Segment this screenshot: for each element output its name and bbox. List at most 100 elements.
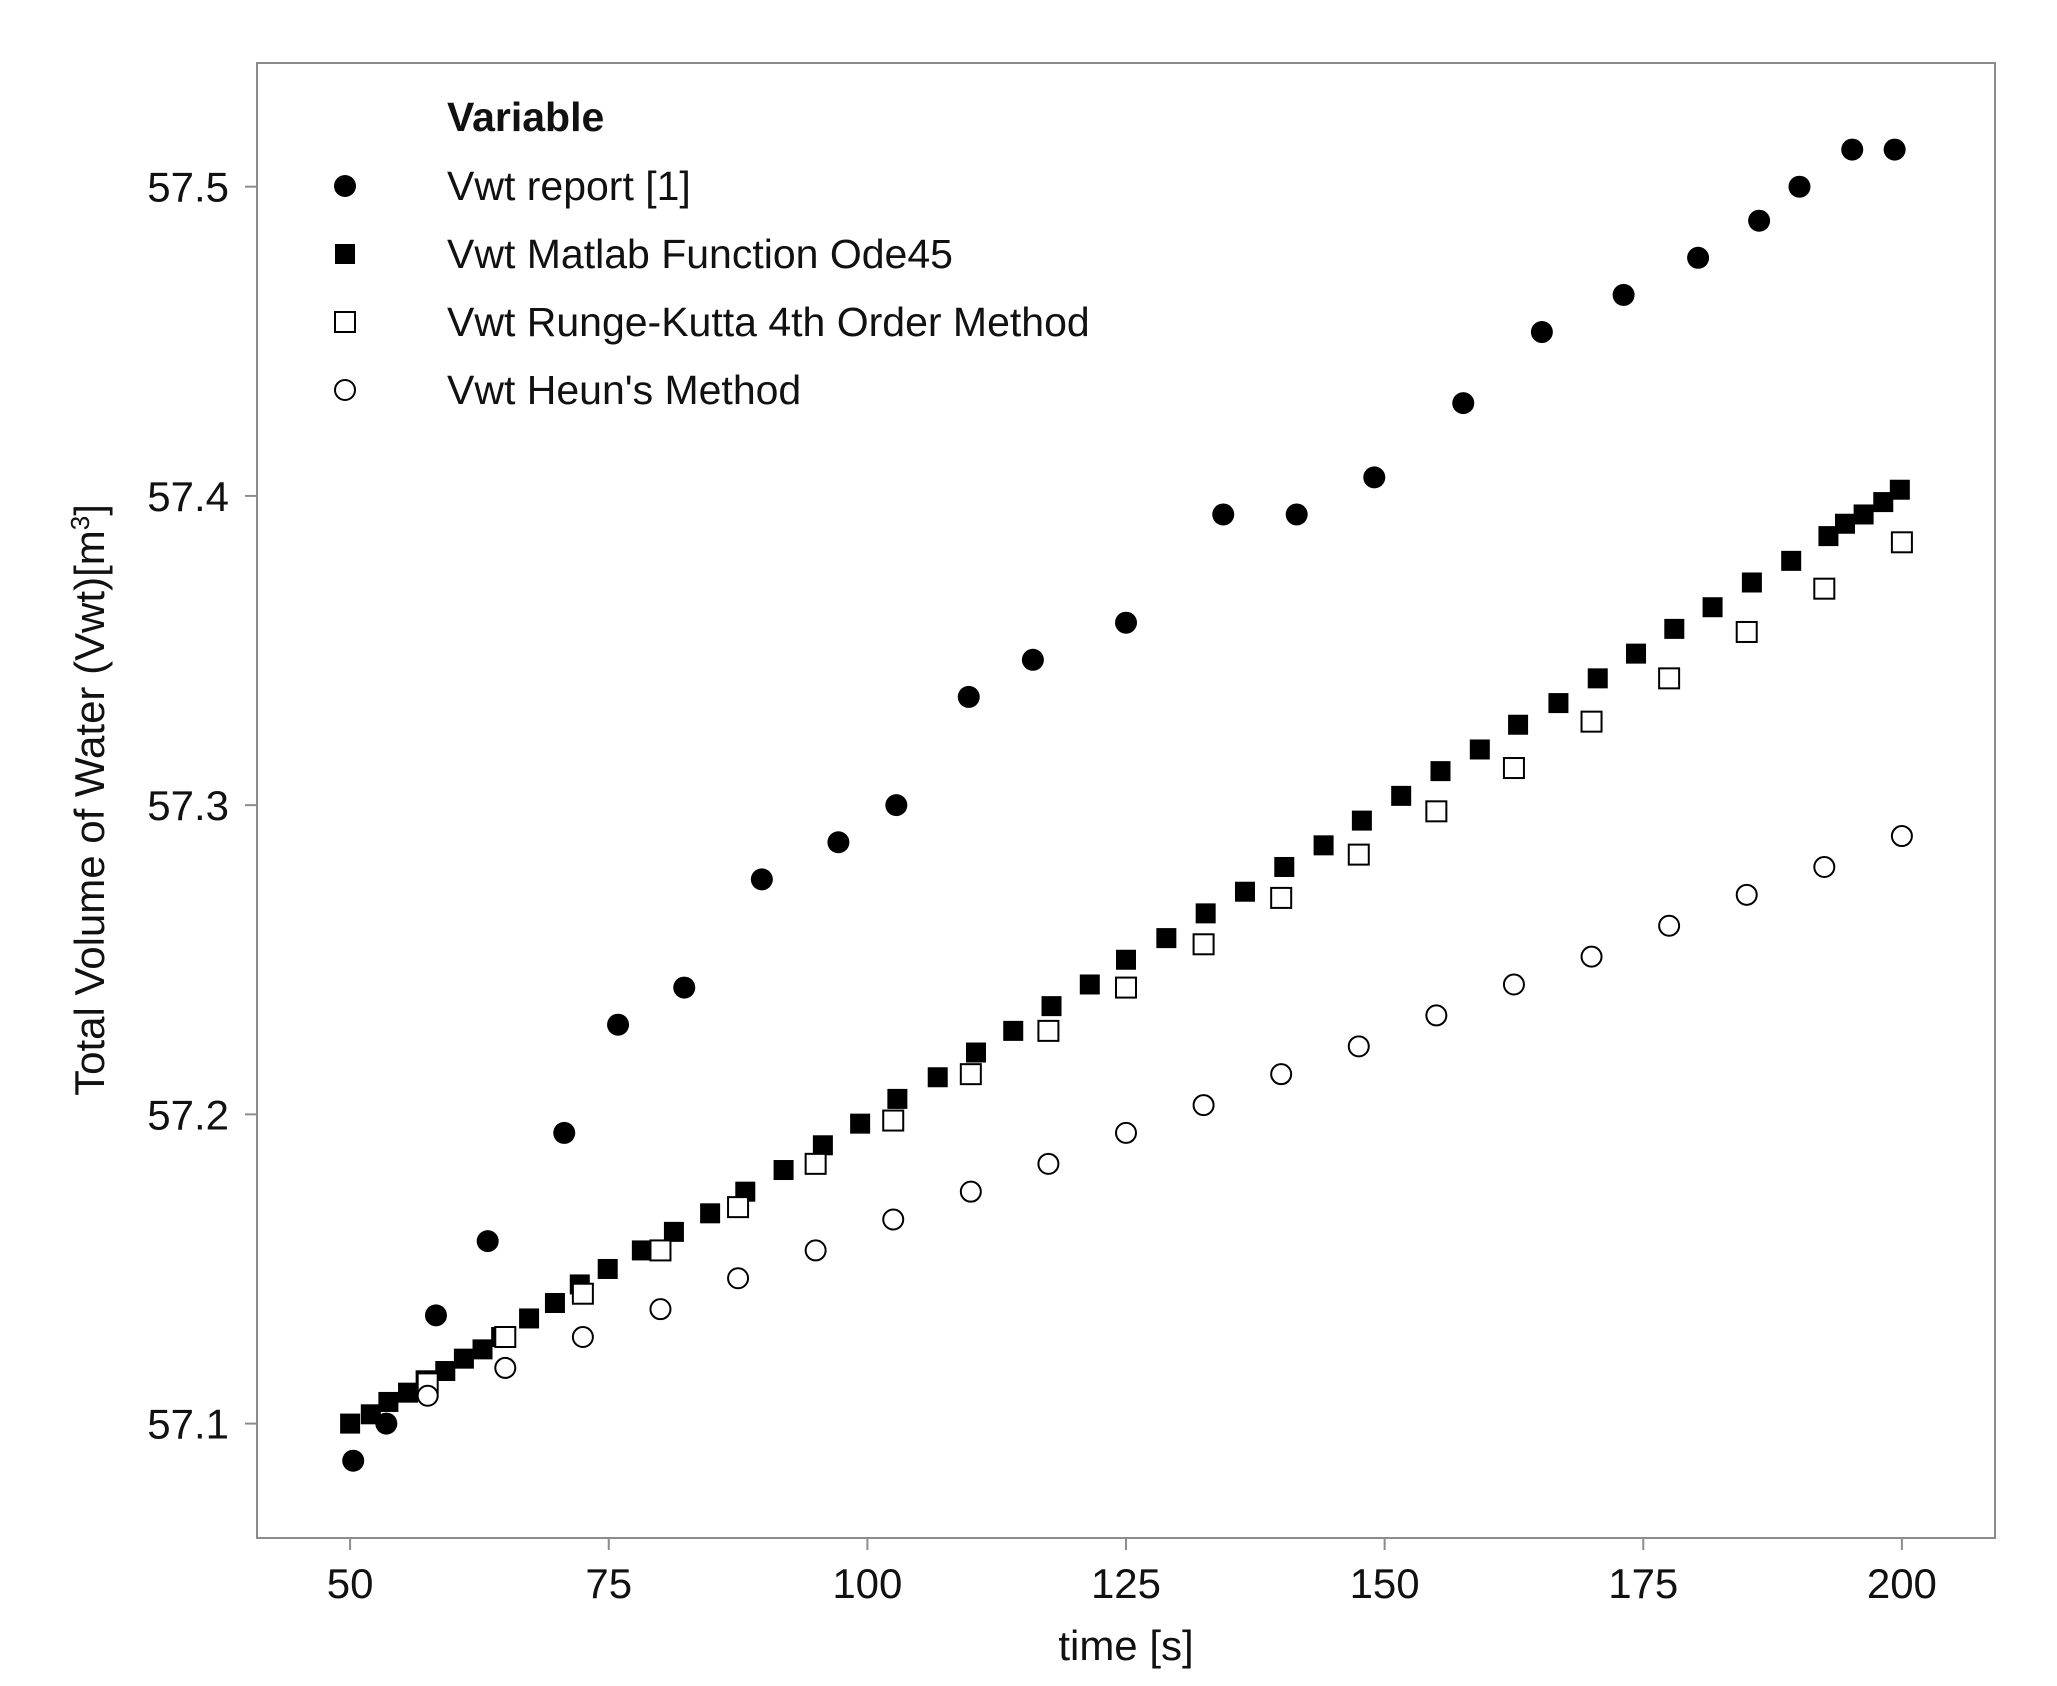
data-point-ode45	[1079, 974, 1100, 995]
x-tick-label: 200	[1867, 1560, 1937, 1607]
data-point-ode45	[1889, 479, 1910, 500]
data-point-heun	[882, 1208, 905, 1231]
data-point-heun	[1735, 883, 1758, 906]
x-axis: 50 75 100 125 150 175 200	[327, 1538, 1937, 1607]
data-point-ode45	[700, 1203, 721, 1224]
data-point-vwt-report	[957, 685, 980, 708]
y-axis-title-end: ]	[66, 504, 113, 516]
data-point-ode45	[927, 1067, 948, 1088]
data-point-rk4	[1425, 800, 1448, 823]
data-point-ode45	[1041, 996, 1062, 1017]
data-point-rk4	[959, 1063, 982, 1086]
data-point-heun	[649, 1298, 672, 1321]
data-point-ode45	[340, 1413, 361, 1434]
data-point-vwt-report	[885, 794, 908, 817]
data-point-ode45	[1195, 903, 1216, 924]
data-point-ode45	[965, 1042, 986, 1063]
data-point-vwt-report	[375, 1412, 398, 1435]
data-point-vwt-report	[1841, 138, 1864, 161]
data-point-rk4	[1037, 1019, 1060, 1042]
data-point-heun	[727, 1267, 750, 1290]
data-point-ode45	[597, 1258, 618, 1279]
x-tick-label: 50	[327, 1560, 374, 1607]
data-point-ode45	[1834, 513, 1855, 534]
data-point-ode45	[1313, 835, 1334, 856]
data-point-heun	[494, 1356, 517, 1379]
data-point-ode45	[1818, 526, 1839, 547]
data-point-ode45	[631, 1240, 652, 1261]
data-point-ode45	[1587, 668, 1608, 689]
y-tick-label: 57.2	[147, 1091, 229, 1138]
data-point-vwt-report	[1021, 648, 1044, 671]
legend-label-heun: Vwt Heun's Method	[447, 367, 801, 413]
data-point-heun	[959, 1180, 982, 1203]
data-point-rk4	[1347, 843, 1370, 866]
data-point-vwt-report	[1452, 392, 1475, 415]
data-point-vwt-report	[1612, 283, 1635, 306]
legend-marker-ode45	[335, 244, 355, 264]
data-point-ode45	[1430, 761, 1451, 782]
series-vwt-report	[342, 138, 1906, 1472]
data-point-vwt-report	[673, 976, 696, 999]
x-tick-label: 75	[585, 1560, 632, 1607]
data-point-ode45	[812, 1135, 833, 1156]
data-point-ode45	[398, 1382, 419, 1403]
data-point-ode45	[519, 1308, 540, 1329]
data-point-ode45	[663, 1221, 684, 1242]
y-tick-label: 57.5	[147, 164, 229, 211]
data-point-ode45	[1469, 739, 1490, 760]
y-tick-label: 57.4	[147, 473, 229, 520]
data-point-ode45	[435, 1361, 456, 1382]
legend-marker-heun	[334, 379, 356, 401]
plot-frame	[256, 62, 1996, 1539]
data-point-heun	[1037, 1152, 1060, 1175]
data-point-heun	[1425, 1004, 1448, 1027]
data-point-vwt-report	[342, 1449, 365, 1472]
data-point-rk4	[804, 1152, 827, 1175]
data-point-vwt-report	[1285, 503, 1308, 526]
legend-label-ode45: Vwt Matlab Function Ode45	[447, 231, 953, 277]
data-point-heun	[804, 1239, 827, 1262]
x-tick-label: 125	[1091, 1560, 1161, 1607]
data-point-heun	[1502, 973, 1525, 996]
legend-marker-rk4	[334, 311, 356, 333]
data-point-vwt-report	[476, 1230, 499, 1253]
data-point-vwt-report	[1883, 138, 1906, 161]
data-point-ode45	[850, 1113, 871, 1134]
data-point-ode45	[1508, 714, 1529, 735]
y-axis-title-main: Total Volume of Water (Vwt)[m	[66, 530, 113, 1096]
data-point-ode45	[1234, 881, 1255, 902]
series-heun	[416, 825, 1913, 1407]
data-point-ode45	[1626, 643, 1647, 664]
data-point-ode45	[544, 1292, 565, 1313]
y-axis: 57.1 57.2 57.3 57.4 57.5	[147, 164, 257, 1448]
x-tick-label: 100	[832, 1560, 902, 1607]
series-rk4	[416, 531, 1913, 1395]
data-point-ode45	[1116, 949, 1136, 970]
x-axis-title: time [s]	[1058, 1622, 1193, 1669]
data-point-vwt-report	[553, 1121, 576, 1144]
data-point-ode45	[1873, 492, 1894, 513]
data-point-rk4	[882, 1109, 905, 1132]
y-tick-label: 57.3	[147, 782, 229, 829]
data-point-rk4	[1890, 531, 1913, 554]
x-tick-label: 175	[1608, 1560, 1678, 1607]
data-point-heun	[571, 1326, 594, 1349]
data-point-heun	[1347, 1035, 1370, 1058]
data-point-ode45	[1548, 693, 1569, 714]
data-point-vwt-report	[424, 1304, 447, 1327]
data-point-ode45	[378, 1391, 399, 1412]
y-axis-title: Total Volume of Water (Vwt)[m3]	[65, 504, 113, 1096]
data-point-vwt-report	[1115, 611, 1137, 634]
y-tick-label: 57.1	[147, 1401, 229, 1448]
data-point-ode45	[1351, 810, 1372, 831]
data-point-ode45	[887, 1088, 908, 1109]
data-point-heun	[1580, 945, 1603, 968]
data-point-ode45	[773, 1160, 794, 1181]
data-point-heun	[1270, 1063, 1293, 1086]
data-point-rk4	[494, 1326, 517, 1349]
data-point-heun	[1813, 855, 1836, 878]
data-point-rk4	[649, 1239, 672, 1262]
data-point-heun	[1890, 825, 1913, 848]
